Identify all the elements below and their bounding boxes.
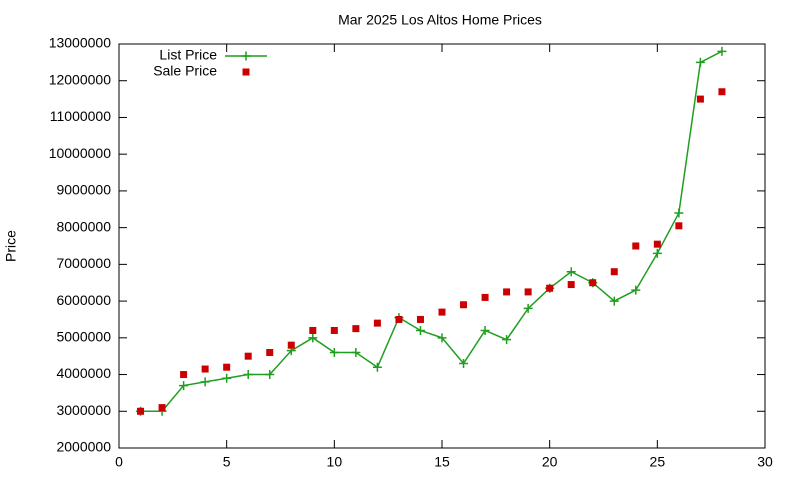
legend-marker <box>242 68 250 76</box>
data-point <box>179 381 189 391</box>
data-point <box>524 288 532 296</box>
data-point <box>266 349 274 357</box>
data-point <box>308 333 318 343</box>
data-point <box>459 359 469 369</box>
data-point <box>330 326 338 334</box>
legend-marker <box>241 51 251 61</box>
data-point <box>674 208 684 218</box>
data-point <box>695 57 705 67</box>
data-point <box>395 315 403 323</box>
x-tick-label: 15 <box>434 454 450 470</box>
y-axis-label: Price <box>3 230 19 262</box>
data-point <box>137 407 145 415</box>
data-point <box>523 303 533 313</box>
data-point <box>180 371 188 379</box>
data-point <box>503 288 511 296</box>
y-tick-label: 4000000 <box>56 365 111 381</box>
data-point <box>609 296 619 306</box>
y-tick-label: 13000000 <box>49 35 112 51</box>
data-point <box>265 370 275 380</box>
data-point <box>243 370 253 380</box>
data-point <box>244 352 252 360</box>
data-point <box>717 46 727 56</box>
data-point <box>222 373 232 383</box>
data-point <box>200 377 210 387</box>
x-tick-label: 30 <box>757 454 773 470</box>
data-point <box>567 281 575 289</box>
legend-label: Sale Price <box>153 63 217 79</box>
data-point <box>309 326 317 334</box>
y-tick-label: 2000000 <box>56 439 111 455</box>
data-point <box>610 268 618 276</box>
data-point <box>632 242 640 250</box>
data-point <box>287 341 295 349</box>
x-tick-label: 10 <box>327 454 343 470</box>
data-point <box>373 319 381 327</box>
y-tick-label: 6000000 <box>56 292 111 308</box>
data-point <box>546 284 554 292</box>
x-tick-label: 5 <box>223 454 231 470</box>
x-tick-label: 0 <box>115 454 123 470</box>
y-tick-label: 10000000 <box>49 145 112 161</box>
data-point <box>351 348 361 358</box>
y-tick-label: 8000000 <box>56 218 111 234</box>
y-tick-label: 12000000 <box>49 71 112 87</box>
data-point <box>718 88 726 96</box>
series-line <box>140 50 723 413</box>
data-point <box>223 363 231 371</box>
data-point <box>372 362 382 372</box>
data-point <box>437 333 447 343</box>
data-point <box>438 308 446 316</box>
data-point <box>653 240 661 248</box>
data-point <box>460 301 468 309</box>
data-point <box>352 325 360 333</box>
data-point <box>675 222 683 230</box>
data-point <box>566 267 576 277</box>
chart-title: Mar 2025 Los Altos Home Prices <box>338 12 542 28</box>
legend-label: List Price <box>159 47 217 63</box>
data-point <box>480 325 490 335</box>
y-tick-label: 3000000 <box>56 402 111 418</box>
x-tick-label: 20 <box>542 454 558 470</box>
y-tick-label: 9000000 <box>56 182 111 198</box>
x-tick-label: 25 <box>650 454 666 470</box>
data-point <box>502 335 512 345</box>
data-point <box>415 325 425 335</box>
data-point <box>589 279 597 287</box>
y-tick-label: 7000000 <box>56 255 111 271</box>
data-point <box>416 315 424 323</box>
data-point <box>696 95 704 103</box>
data-point <box>631 285 641 295</box>
y-tick-label: 5000000 <box>56 329 111 345</box>
data-point <box>158 404 166 412</box>
data-point <box>652 248 662 258</box>
y-tick-label: 11000000 <box>50 108 111 124</box>
data-point <box>481 293 489 301</box>
data-point <box>201 365 209 373</box>
data-point <box>329 348 339 358</box>
